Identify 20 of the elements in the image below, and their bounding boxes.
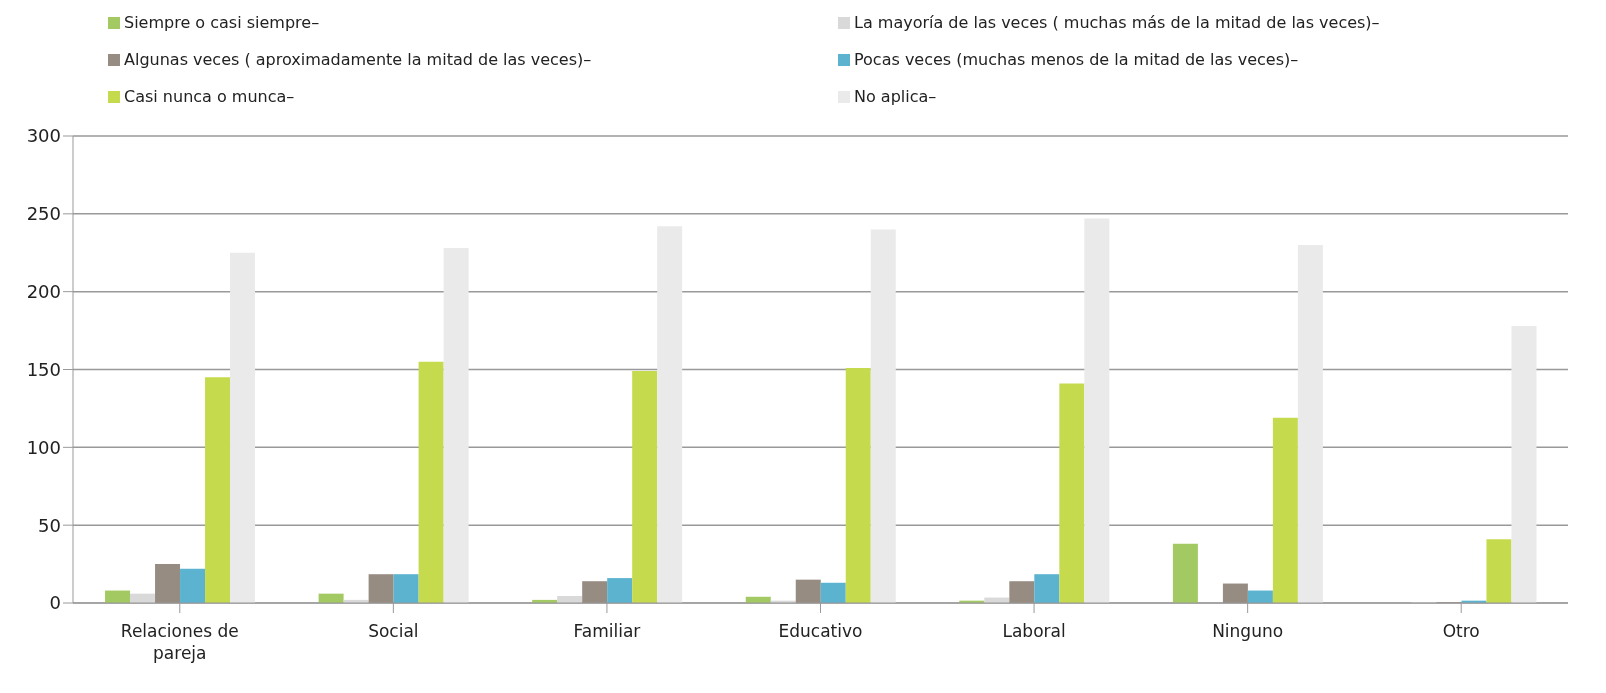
x-tick-label: Familiar <box>573 621 641 641</box>
y-tick-label: 200 <box>26 281 61 303</box>
y-tick-label: 150 <box>26 358 61 380</box>
legend-label: Siempre o casi siempre– <box>124 13 320 32</box>
legend-label: Casi nunca o munca– <box>124 87 295 106</box>
x-tick-label: Laboral <box>1002 621 1066 641</box>
x-tick-label: Relaciones de pareja <box>120 621 239 663</box>
x-tick-label: Educativo <box>778 621 863 641</box>
y-tick-label: 100 <box>26 436 61 458</box>
legend-label: No aplica– <box>854 87 937 106</box>
legend-label: Algunas veces ( aproximadamente la mitad de las veces)– <box>124 50 592 69</box>
y-tick-label: 250 <box>26 203 61 225</box>
legend-label: La mayoría de las veces ( muchas más de la mitad de las veces)– <box>854 13 1380 32</box>
x-tick-label: Social <box>368 621 419 641</box>
y-tick-label: 300 <box>26 125 61 147</box>
y-tick-label: 0 <box>49 592 61 614</box>
x-tick-label: Otro <box>1442 621 1480 641</box>
x-tick-label: Ninguno <box>1212 621 1284 641</box>
legend-label: Pocas veces (muchas menos de la mitad de las veces)– <box>854 50 1299 69</box>
y-tick-label: 50 <box>38 514 61 536</box>
